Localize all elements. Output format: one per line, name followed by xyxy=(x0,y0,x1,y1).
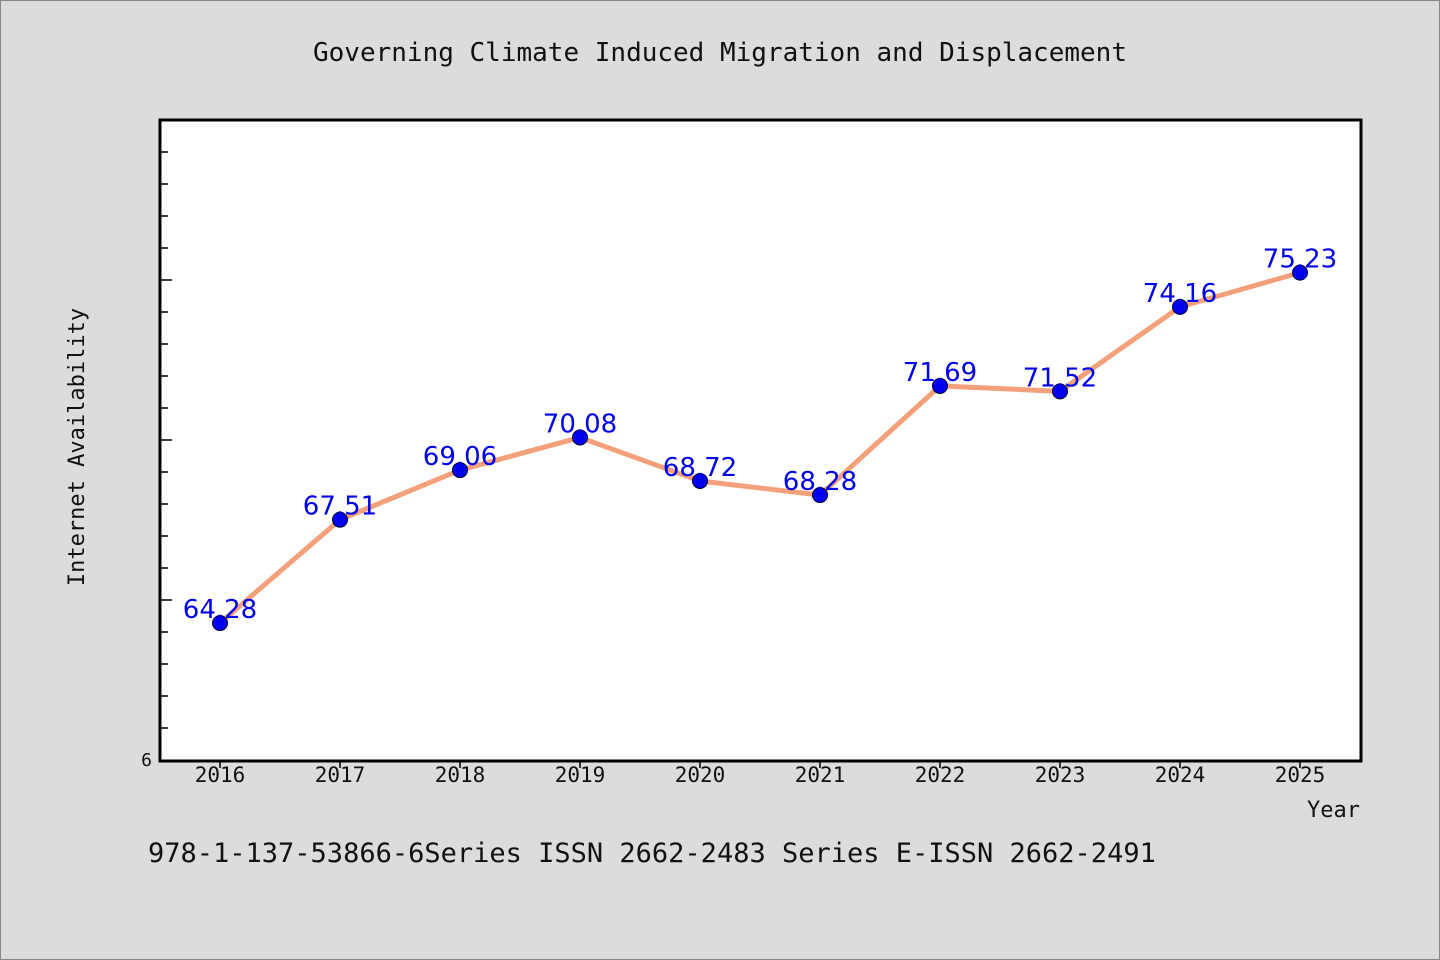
x-tick-label: 2017 xyxy=(315,763,366,787)
x-tick-label: 2023 xyxy=(1035,763,1086,787)
x-tick-label: 2021 xyxy=(795,763,846,787)
data-label: 74.16 xyxy=(1143,279,1217,309)
footer-isbn-issn: 978-1-137-53866-6Series ISSN 2662-2483 S… xyxy=(148,838,1156,869)
series-line xyxy=(217,270,1303,626)
data-label: 75.23 xyxy=(1263,245,1337,275)
y-axis-ticks xyxy=(160,151,172,729)
series-markers xyxy=(212,264,1308,632)
x-axis-label: Year xyxy=(1307,798,1360,823)
data-label: 70.08 xyxy=(543,409,617,439)
y-tick-label: 6 xyxy=(141,750,152,771)
chart-title: Governing Climate Induced Migration and … xyxy=(313,38,1127,68)
x-tick-label: 2020 xyxy=(675,763,726,787)
x-tick-label: 2024 xyxy=(1155,763,1206,787)
data-point xyxy=(332,511,348,528)
data-point xyxy=(212,615,228,632)
data-label: 67.51 xyxy=(303,492,377,522)
data-point xyxy=(1052,383,1068,400)
data-label: 64.28 xyxy=(183,595,257,625)
data-point xyxy=(452,462,468,479)
data-label: 71.69 xyxy=(903,358,977,388)
x-tick-label: 2016 xyxy=(195,763,246,787)
data-label: 68.72 xyxy=(663,453,737,483)
x-tick-label: 2018 xyxy=(435,763,486,787)
x-tick-label: 2019 xyxy=(555,763,606,787)
x-tick-label: 2025 xyxy=(1275,763,1326,787)
x-tick-label: 2022 xyxy=(915,763,966,787)
data-point xyxy=(1292,264,1308,281)
plot-area xyxy=(158,118,1363,763)
data-label: 69.06 xyxy=(423,442,497,472)
x-axis-tick-labels: 2016 2017 2018 2019 2020 2021 2022 2023 2024 2025 xyxy=(195,763,1326,787)
data-label: 71.52 xyxy=(1023,363,1097,393)
data-label: 68.28 xyxy=(783,467,857,497)
x-axis-ticks xyxy=(219,760,1301,768)
data-point xyxy=(1172,298,1188,315)
y-axis-label: Internet Availability xyxy=(65,308,90,586)
data-point xyxy=(932,377,948,394)
data-point xyxy=(572,429,588,446)
data-point xyxy=(812,487,828,504)
data-labels: 64.28 67.51 69.06 70.08 68.72 68.28 71.69 71.52… xyxy=(183,245,1337,625)
data-point xyxy=(692,472,708,489)
